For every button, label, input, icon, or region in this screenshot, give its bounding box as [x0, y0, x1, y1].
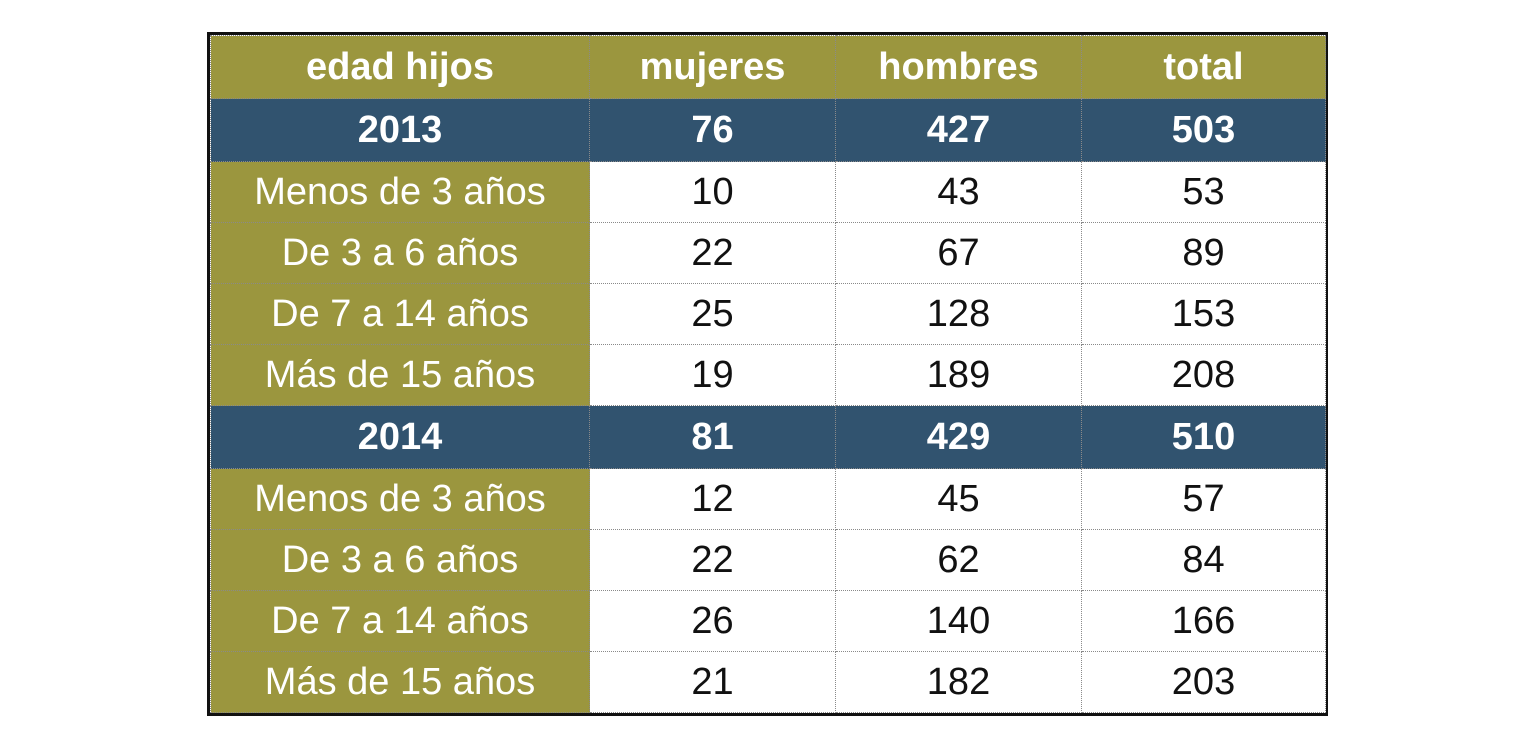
table-row: Menos de 3 años 10 43 53 — [210, 161, 1326, 223]
row-label: Menos de 3 años — [210, 468, 590, 530]
cell-hombres: 43 — [835, 161, 1082, 223]
header-cell-edad-hijos: edad hijos — [210, 35, 590, 99]
row-label: Menos de 3 años — [210, 161, 590, 223]
row-label: De 7 a 14 años — [210, 590, 590, 652]
cell-total: 53 — [1081, 161, 1326, 223]
data-table: edad hijos mujeres hombres total 2013 76… — [210, 35, 1326, 713]
cell-total: 203 — [1081, 651, 1326, 713]
year-label: 2013 — [210, 98, 590, 162]
row-label: Más de 15 años — [210, 344, 590, 406]
cell-total: 84 — [1081, 529, 1326, 591]
cell-hombres: 189 — [835, 344, 1082, 406]
cell-hombres: 128 — [835, 283, 1082, 345]
year-total-mujeres: 76 — [589, 98, 836, 162]
table-row: De 7 a 14 años 25 128 153 — [210, 283, 1326, 345]
year-total-hombres: 427 — [835, 98, 1082, 162]
cell-hombres: 62 — [835, 529, 1082, 591]
year-total-hombres: 429 — [835, 405, 1082, 469]
cell-hombres: 140 — [835, 590, 1082, 652]
table-row: Más de 15 años 19 189 208 — [210, 344, 1326, 406]
cell-mujeres: 25 — [589, 283, 836, 345]
header-cell-hombres: hombres — [835, 35, 1082, 99]
year-row-2013: 2013 76 427 503 — [210, 98, 1326, 162]
cell-total: 208 — [1081, 344, 1326, 406]
cell-mujeres: 22 — [589, 222, 836, 284]
data-table-frame: edad hijos mujeres hombres total 2013 76… — [207, 32, 1328, 716]
year-label: 2014 — [210, 405, 590, 469]
year-total-total: 510 — [1081, 405, 1326, 469]
header-cell-total: total — [1081, 35, 1326, 99]
table-row: De 3 a 6 años 22 67 89 — [210, 222, 1326, 284]
table-row: De 3 a 6 años 22 62 84 — [210, 529, 1326, 591]
year-total-total: 503 — [1081, 98, 1326, 162]
table-row: Más de 15 años 21 182 203 — [210, 651, 1326, 713]
cell-mujeres: 12 — [589, 468, 836, 530]
cell-mujeres: 22 — [589, 529, 836, 591]
cell-hombres: 45 — [835, 468, 1082, 530]
header-row: edad hijos mujeres hombres total — [210, 35, 1326, 99]
cell-mujeres: 10 — [589, 161, 836, 223]
row-label: De 7 a 14 años — [210, 283, 590, 345]
cell-total: 166 — [1081, 590, 1326, 652]
cell-total: 89 — [1081, 222, 1326, 284]
table-row: De 7 a 14 años 26 140 166 — [210, 590, 1326, 652]
cell-mujeres: 26 — [589, 590, 836, 652]
cell-total: 153 — [1081, 283, 1326, 345]
row-label: Más de 15 años — [210, 651, 590, 713]
header-cell-mujeres: mujeres — [589, 35, 836, 99]
table-row: Menos de 3 años 12 45 57 — [210, 468, 1326, 530]
cell-total: 57 — [1081, 468, 1326, 530]
cell-hombres: 67 — [835, 222, 1082, 284]
year-row-2014: 2014 81 429 510 — [210, 405, 1326, 469]
cell-hombres: 182 — [835, 651, 1082, 713]
row-label: De 3 a 6 años — [210, 222, 590, 284]
row-label: De 3 a 6 años — [210, 529, 590, 591]
cell-mujeres: 19 — [589, 344, 836, 406]
year-total-mujeres: 81 — [589, 405, 836, 469]
cell-mujeres: 21 — [589, 651, 836, 713]
